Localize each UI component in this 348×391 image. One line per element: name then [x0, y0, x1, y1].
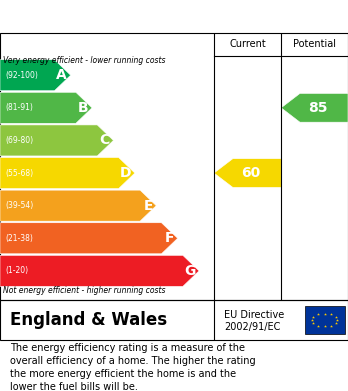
Text: EU Directive: EU Directive [224, 310, 285, 320]
FancyBboxPatch shape [304, 306, 345, 334]
Text: (21-38): (21-38) [5, 234, 33, 243]
Text: Potential: Potential [293, 39, 336, 49]
Text: England & Wales: England & Wales [10, 311, 168, 329]
Text: (92-100): (92-100) [5, 71, 38, 80]
Text: (81-91): (81-91) [5, 103, 33, 112]
Polygon shape [0, 158, 135, 188]
Text: (1-20): (1-20) [5, 266, 28, 275]
Text: Current: Current [229, 39, 266, 49]
Text: F: F [165, 231, 174, 245]
Text: C: C [100, 133, 110, 147]
Text: Very energy efficient - lower running costs: Very energy efficient - lower running co… [3, 56, 166, 65]
Text: 2002/91/EC: 2002/91/EC [224, 322, 281, 332]
Text: D: D [120, 166, 131, 180]
Polygon shape [281, 93, 348, 122]
Polygon shape [0, 255, 199, 286]
Text: (39-54): (39-54) [5, 201, 33, 210]
Polygon shape [0, 92, 92, 123]
Text: 85: 85 [308, 101, 328, 115]
Polygon shape [214, 159, 281, 187]
Text: G: G [184, 264, 196, 278]
Text: A: A [56, 68, 67, 82]
Polygon shape [0, 190, 156, 221]
Text: B: B [78, 101, 88, 115]
Text: Energy Efficiency Rating: Energy Efficiency Rating [10, 9, 220, 24]
Text: E: E [143, 199, 153, 213]
Polygon shape [0, 60, 71, 91]
Text: (69-80): (69-80) [5, 136, 33, 145]
Text: Not energy efficient - higher running costs: Not energy efficient - higher running co… [3, 286, 166, 295]
Text: 60: 60 [242, 166, 261, 180]
Text: (55-68): (55-68) [5, 169, 33, 178]
Polygon shape [0, 125, 113, 156]
Polygon shape [0, 223, 177, 254]
Text: The energy efficiency rating is a measure of the
overall efficiency of a home. T: The energy efficiency rating is a measur… [10, 343, 256, 391]
